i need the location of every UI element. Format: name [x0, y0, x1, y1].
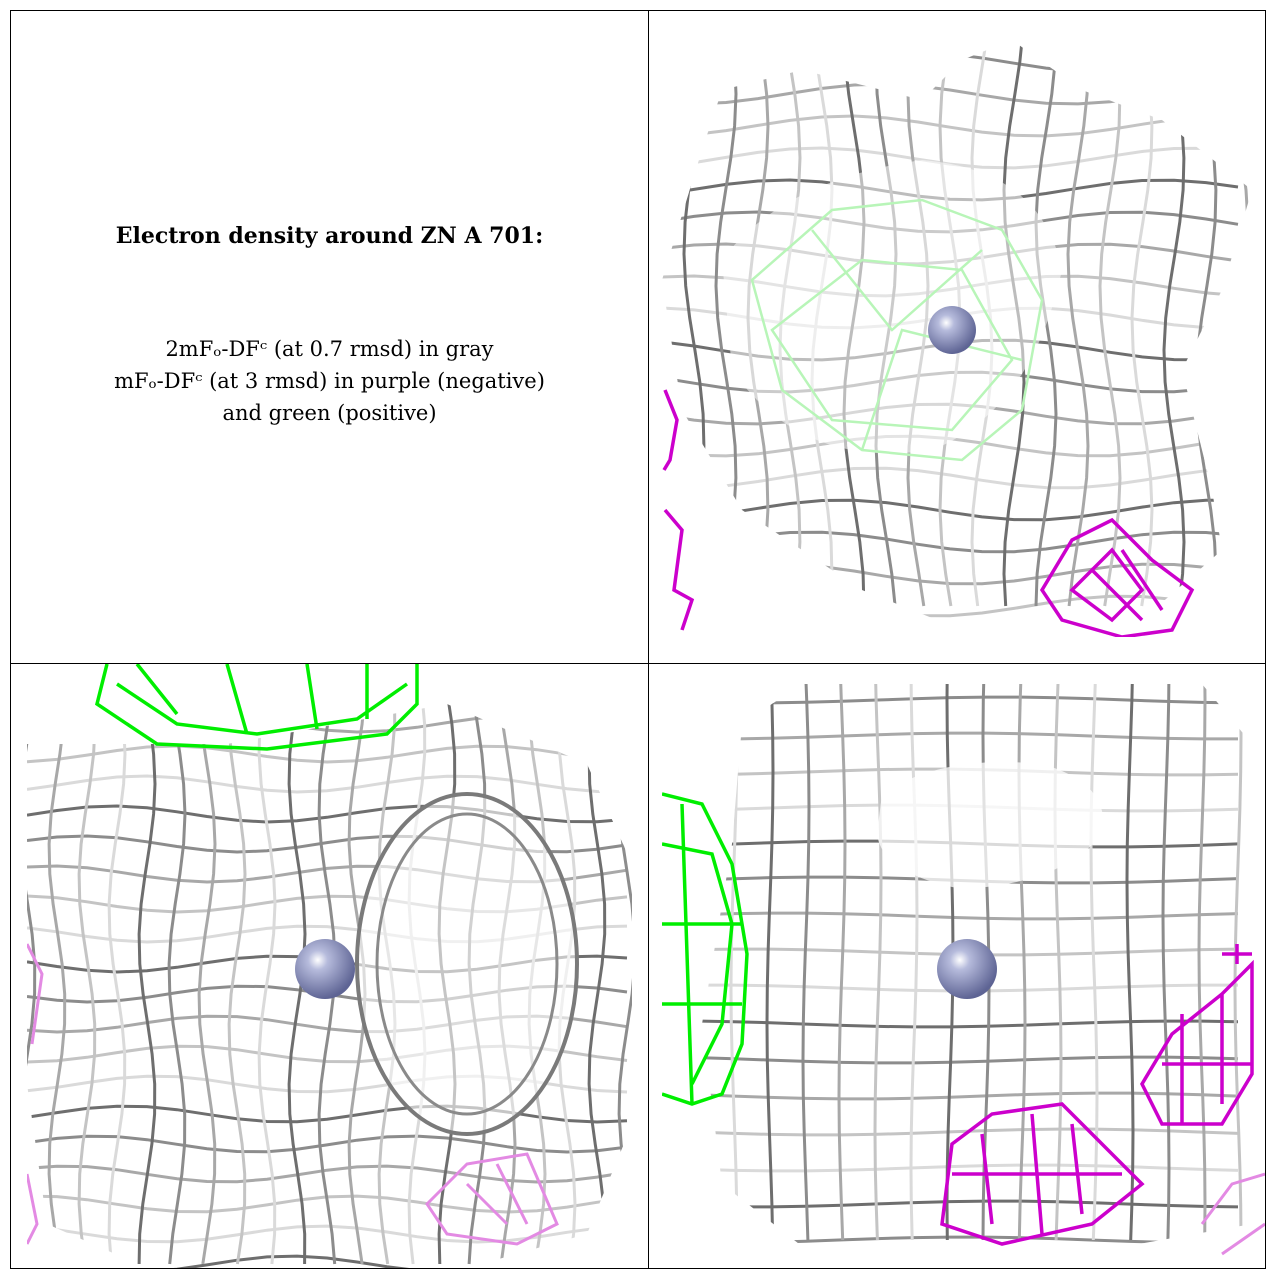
caption: Electron density around ZN A 701: 2mFₒ-D… [11, 11, 648, 663]
purple-mesh-1 [662, 389, 1195, 637]
zinc-atom-1 [928, 306, 976, 354]
purple-mesh-3 [940, 944, 1254, 1246]
density-panel-2 [27, 664, 632, 1268]
caption-cell: Electron density around ZN A 701: 2mFₒ-D… [11, 11, 648, 663]
purple-mesh-faint [27, 943, 559, 1246]
caption-line-3: and green (positive) [222, 401, 437, 425]
zinc-atom-2 [295, 939, 355, 999]
caption-line-1: 2mFₒ-DFᶜ (at 0.7 rmsd) in gray [165, 337, 494, 361]
figure-table-frame [10, 10, 1266, 1269]
caption-description: 2mFₒ-DFᶜ (at 0.7 rmsd) in gray mFₒ-DFᶜ (… [11, 333, 648, 429]
density-view-3 [662, 684, 1265, 1256]
caption-line-2: mFₒ-DFᶜ (at 3 rmsd) in purple (negative) [114, 369, 545, 393]
caption-title: Electron density around ZN A 701: [115, 223, 544, 249]
green-mesh-2 [95, 664, 419, 751]
density-panel-1 [662, 30, 1265, 637]
zinc-atom-3 [937, 939, 997, 999]
green-mesh-faint [750, 198, 1044, 462]
density-view-2 [27, 664, 632, 1268]
table-divider-horizontal [10, 663, 1266, 664]
table-divider-vertical [648, 10, 649, 1269]
green-mesh-3 [662, 792, 749, 1106]
density-panel-3 [662, 664, 1265, 1268]
density-view-1 [662, 40, 1250, 637]
